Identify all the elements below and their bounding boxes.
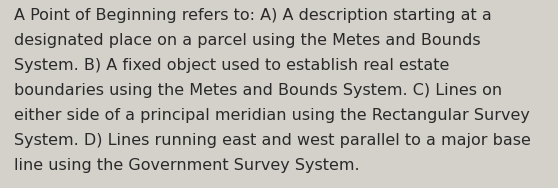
Text: either side of a principal meridian using the Rectangular Survey: either side of a principal meridian usin…	[14, 108, 530, 124]
Text: designated place on a parcel using the Metes and Bounds: designated place on a parcel using the M…	[14, 33, 480, 49]
Text: A Point of Beginning refers to: A) A description starting at a: A Point of Beginning refers to: A) A des…	[14, 8, 492, 24]
Text: boundaries using the Metes and Bounds System. C) Lines on: boundaries using the Metes and Bounds Sy…	[14, 83, 502, 99]
Text: line using the Government Survey System.: line using the Government Survey System.	[14, 158, 359, 174]
Text: System. B) A fixed object used to establish real estate: System. B) A fixed object used to establ…	[14, 58, 449, 74]
Text: System. D) Lines running east and west parallel to a major base: System. D) Lines running east and west p…	[14, 133, 531, 149]
